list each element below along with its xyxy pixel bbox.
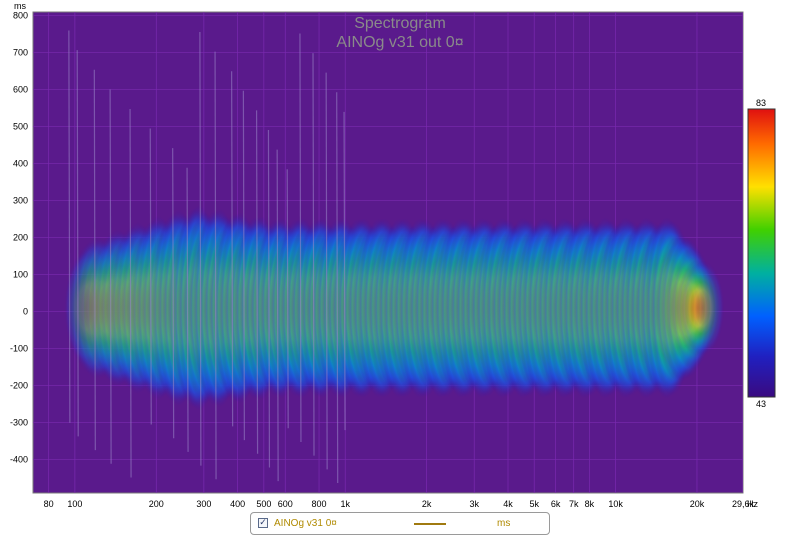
legend-checkbox[interactable]: ✓	[258, 518, 268, 528]
x-axis-ticks: 80 100 200 300 400 500 600 800 1k 2k 3k 4k 5k 6k 7k 8k 1…	[44, 499, 755, 509]
x-axis-unit: Hz	[747, 499, 758, 509]
noise-streak	[286, 169, 289, 429]
x-tick-label: 400	[230, 499, 245, 509]
legend: ✓ AINOg v31 0¤ ms	[250, 512, 550, 535]
heat-column	[681, 260, 725, 356]
colorbar	[747, 108, 776, 398]
colorbar-max-label: 83	[756, 98, 766, 108]
x-tick-label: 6k	[551, 499, 561, 509]
heatmap-energy	[64, 205, 725, 411]
x-tick-label: 80	[44, 499, 54, 509]
noise-streak	[231, 71, 234, 427]
y-tick-label: 200	[13, 233, 28, 243]
y-tick-label: 400	[13, 159, 28, 169]
heatmap-streaks	[68, 30, 346, 484]
y-tick-label: 700	[13, 48, 28, 58]
x-tick-label: 200	[149, 499, 164, 509]
x-tick-label: 1k	[340, 499, 350, 509]
legend-unit: ms	[497, 518, 511, 529]
noise-streak	[299, 33, 302, 442]
y-tick-label: 0	[23, 307, 28, 317]
x-tick-label: 2k	[422, 499, 432, 509]
legend-line-swatch	[414, 523, 446, 525]
x-tick-label: 3k	[469, 499, 479, 509]
x-tick-label: 600	[278, 499, 293, 509]
y-axis-ticks: 800 700 600 500 400 300 200 100 0 -100 -200 -300 -40…	[10, 11, 28, 465]
noise-streak	[68, 30, 71, 423]
noise-streak	[109, 89, 112, 464]
legend-series-name: AINOg v31 0¤	[274, 518, 337, 529]
y-tick-label: -400	[10, 455, 28, 465]
x-tick-label: 29,6k	[732, 499, 755, 509]
y-tick-label: -300	[10, 418, 28, 428]
x-tick-label: 20k	[690, 499, 705, 509]
noise-streak	[325, 72, 328, 470]
x-tick-label: 100	[67, 499, 82, 509]
x-tick-label: 300	[196, 499, 211, 509]
x-tick-label: 7k	[569, 499, 579, 509]
noise-streak	[172, 148, 175, 439]
noise-streak	[186, 167, 189, 452]
x-tick-label: 500	[256, 499, 271, 509]
y-tick-label: 100	[13, 270, 28, 280]
noise-streak	[255, 110, 259, 454]
noise-streak	[312, 53, 315, 456]
y-tick-label: -100	[10, 344, 28, 354]
noise-streak	[242, 90, 245, 441]
colorbar-min-label: 43	[756, 399, 766, 409]
noise-streak	[214, 51, 217, 480]
chart-subtitle: AINOg v31 out 0¤	[336, 34, 463, 51]
noise-streak	[149, 128, 152, 425]
noise-streak	[336, 92, 339, 484]
noise-streak	[93, 69, 96, 451]
noise-streak	[76, 50, 79, 437]
noise-streak	[267, 130, 271, 468]
x-tick-label: 800	[312, 499, 327, 509]
y-tick-label: 600	[13, 85, 28, 95]
chart-title: Spectrogram	[354, 15, 446, 32]
y-tick-label: 800	[13, 11, 28, 21]
y-tick-label: -200	[10, 381, 28, 391]
x-tick-label: 4k	[503, 499, 513, 509]
noise-streak	[199, 31, 202, 466]
noise-streak	[343, 111, 346, 431]
x-tick-label: 10k	[608, 499, 623, 509]
x-tick-label: 8k	[585, 499, 595, 509]
x-tick-label: 5k	[529, 499, 539, 509]
y-tick-label: 500	[13, 122, 28, 132]
y-axis-unit: ms	[14, 1, 26, 11]
noise-streak	[276, 149, 279, 482]
y-tick-label: 300	[13, 196, 28, 206]
noise-streak	[129, 108, 132, 478]
